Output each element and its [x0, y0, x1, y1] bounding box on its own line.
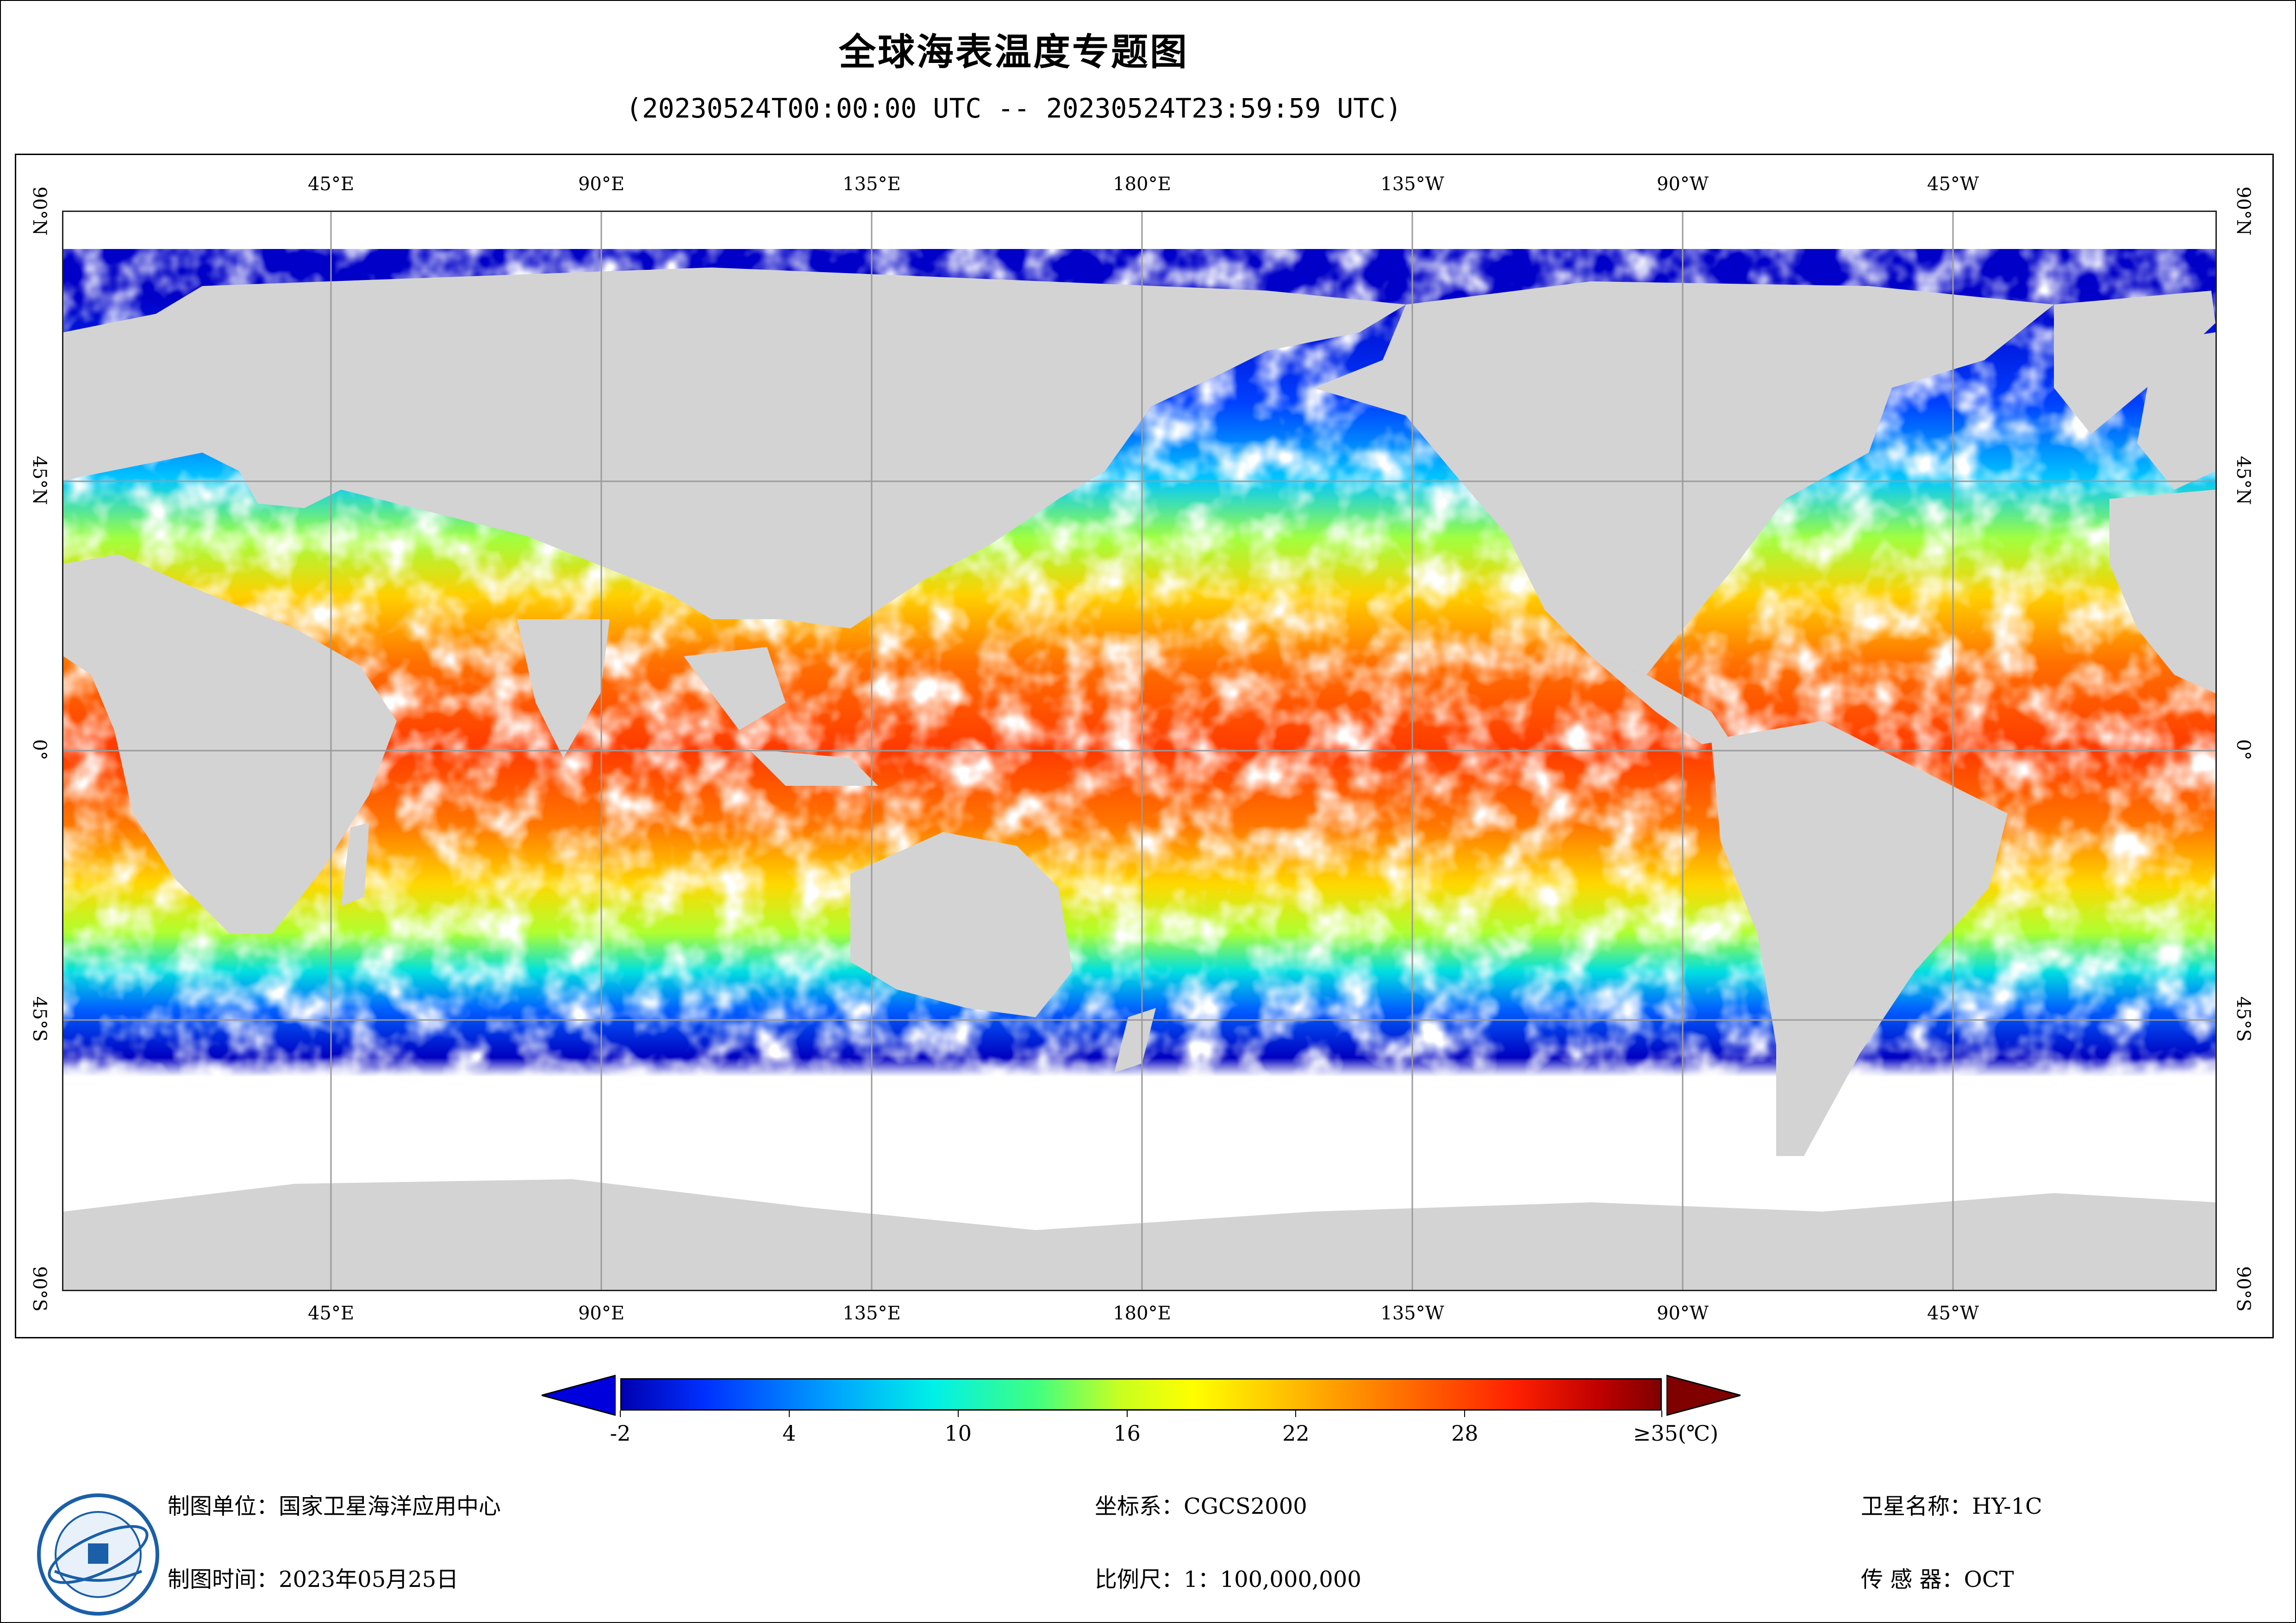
bottom-longitude-label: 90°W: [1656, 1303, 1709, 1324]
colorbar-tick: [620, 1411, 621, 1417]
colorbar-high-arrow: [1666, 1374, 1741, 1416]
left-latitude-label: 90°N: [29, 187, 50, 236]
colorbar-tick: [1295, 1411, 1297, 1417]
colorbar-tick-label: ≥35(℃): [1633, 1421, 1719, 1446]
satellite-label: 卫星名称：HY-1C: [1861, 1493, 2042, 1519]
top-longitude-label: 90°W: [1656, 174, 1709, 195]
top-longitude-label: 45°W: [1927, 174, 1979, 195]
right-latitude-label: 90°N: [2233, 187, 2254, 236]
scale-label: 比例尺：1：100,000,000: [1095, 1567, 1361, 1592]
bottom-longitude-label: 135°W: [1380, 1303, 1444, 1324]
colorbar-tick-label: 10: [944, 1421, 972, 1446]
bottom-longitude-label: 180°E: [1113, 1303, 1171, 1324]
colorbar-tick-label: 28: [1451, 1421, 1479, 1446]
colorbar-low-arrow: [542, 1374, 616, 1416]
producer-label: 制图单位：国家卫星海洋应用中心: [168, 1493, 501, 1519]
production-date-label: 制图时间：2023年05月25日: [168, 1567, 459, 1592]
colorbar-tick: [1464, 1411, 1466, 1417]
graticule: [63, 212, 2215, 1290]
top-longitude-label: 135°E: [842, 174, 901, 195]
colorbar-tick-label: 22: [1282, 1421, 1310, 1446]
right-latitude-label: 0°: [2233, 739, 2254, 760]
top-longitude-label: 180°E: [1113, 174, 1171, 195]
sst-map-canvas: [63, 212, 2215, 1290]
land-masses: [63, 267, 2215, 1290]
bottom-longitude-label: 90°E: [578, 1303, 625, 1324]
left-latitude-label: 0°: [29, 739, 50, 760]
right-latitude-label: 45°S: [2233, 996, 2254, 1042]
map-title: 全球海表温度专题图: [839, 31, 1189, 74]
sst-map[interactable]: [62, 211, 2217, 1291]
colorbar-tick: [788, 1411, 790, 1417]
bottom-longitude-label: 135°E: [842, 1303, 901, 1324]
top-longitude-label: 90°E: [578, 174, 625, 195]
top-longitude-label: 45°E: [307, 174, 355, 195]
left-latitude-label: 45°S: [29, 996, 50, 1042]
top-longitude-label: 135°W: [1380, 174, 1444, 195]
left-latitude-label: 45°N: [29, 456, 50, 505]
right-latitude-label: 45°N: [2233, 456, 2254, 505]
nsoas-logo-icon: [37, 1493, 159, 1616]
left-latitude-label: 90°S: [29, 1266, 50, 1312]
colorbar-tick: [957, 1411, 959, 1417]
colorbar-tick: [1661, 1411, 1662, 1417]
crs-label: 坐标系：CGCS2000: [1095, 1493, 1307, 1519]
map-time-range: (20230524T00:00:00 UTC -- 20230524T23:59…: [625, 93, 1402, 124]
bottom-longitude-label: 45°E: [307, 1303, 355, 1324]
bottom-longitude-label: 45°W: [1927, 1303, 1979, 1324]
colorbar: [620, 1378, 1662, 1411]
right-latitude-label: 90°S: [2233, 1266, 2254, 1312]
sensor-label: 传 感 器：OCT: [1861, 1567, 2014, 1592]
colorbar-tick-label: 16: [1113, 1421, 1141, 1446]
colorbar-tick-label: 4: [782, 1421, 796, 1446]
colorbar-tick: [1126, 1411, 1128, 1417]
colorbar-tick-label: -2: [610, 1421, 631, 1446]
map-frame: [15, 154, 2274, 1338]
